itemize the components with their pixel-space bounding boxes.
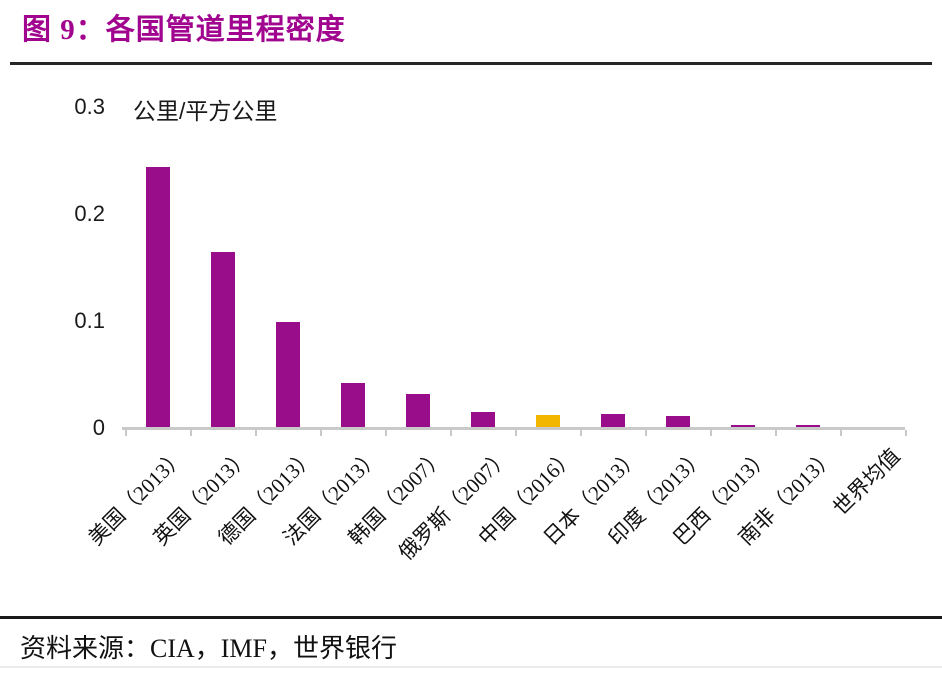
x-category-label-世界均值: 世界均值: [827, 443, 905, 521]
x-axis-tick: [125, 430, 127, 436]
bar-印度（2013）: [665, 416, 690, 429]
x-axis-tick: [840, 430, 842, 436]
y-axis-unit-label: 公里/平方公里: [133, 98, 278, 124]
y-tick-label-0.3: 0.3: [74, 94, 105, 119]
bar-中国（2016）: [535, 415, 560, 429]
bar-法国（2013）: [340, 383, 365, 429]
bar-德国（2013）: [275, 322, 300, 429]
figure-title: 图 9：各国管道里程密度: [22, 14, 346, 46]
x-axis-tick: [515, 430, 517, 436]
x-axis-tick: [775, 430, 777, 436]
y-tick-label-0.2: 0.2: [74, 201, 105, 226]
x-axis-tick: [450, 430, 452, 436]
y-tick-label-0.1: 0.1: [74, 308, 105, 333]
bar-俄罗斯（2007）: [470, 412, 495, 429]
x-axis-tick: [905, 430, 907, 436]
x-axis-tick: [320, 430, 322, 436]
x-axis-tick: [710, 430, 712, 436]
source-divider: [0, 616, 942, 619]
source-note: 资料来源：CIA，IMF，世界银行: [20, 634, 398, 663]
x-axis-tick: [645, 430, 647, 436]
bar-英国（2013）: [210, 252, 235, 429]
y-tick-label-0: 0: [92, 415, 105, 440]
bottom-edge-line: [0, 666, 942, 668]
x-axis-line: [122, 427, 905, 430]
x-axis-tick: [580, 430, 582, 436]
bar-韩国（2007）: [405, 394, 430, 429]
title-divider: [10, 62, 932, 65]
x-axis-tick: [385, 430, 387, 436]
bar-日本（2013）: [600, 414, 625, 429]
x-axis-tick: [190, 430, 192, 436]
bar-美国（2013）: [145, 167, 170, 429]
x-axis-tick: [255, 430, 257, 436]
